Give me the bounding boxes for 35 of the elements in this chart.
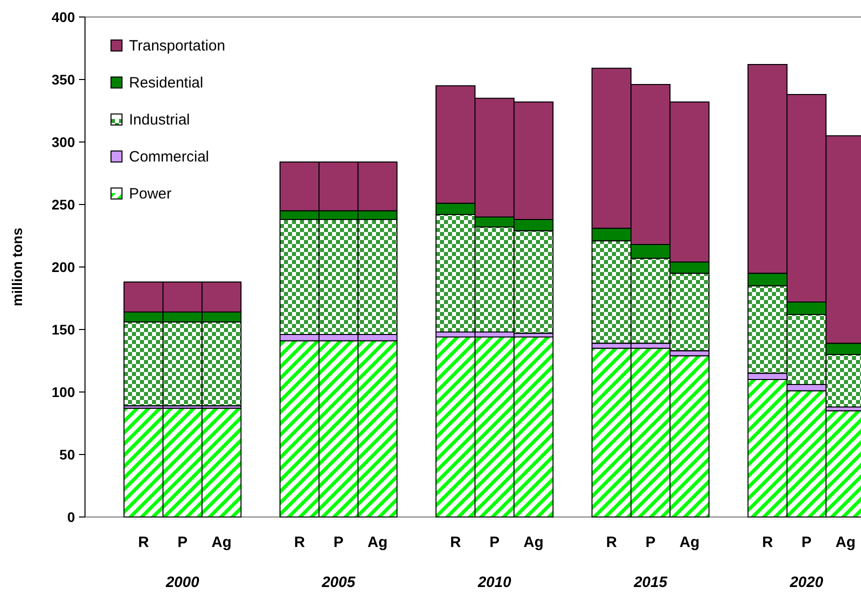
x-tick-label: Ag <box>836 534 856 551</box>
x-tick-label: P <box>177 534 188 551</box>
legend-label: Transportation <box>129 37 226 54</box>
x-tick-label: Ag <box>368 534 388 551</box>
legend-label: Commercial <box>129 148 210 166</box>
text: 2015 <box>632 574 668 591</box>
x-tick-label: R <box>138 534 150 551</box>
x-tick-label: R <box>450 534 462 551</box>
y-tick-label: 150 <box>52 321 76 338</box>
y-axis-title: million tons <box>9 228 25 306</box>
x-tick-label: R <box>294 534 306 551</box>
x-tick-label: P <box>489 534 500 551</box>
text: 2020 <box>788 574 824 591</box>
y-tick-label: 300 <box>52 134 76 150</box>
y-tick-label: 400 <box>52 8 76 25</box>
x-tick-label: P <box>645 534 656 551</box>
y-tick-label: 200 <box>52 258 76 275</box>
text: 2010 <box>476 574 512 591</box>
x-tick-label: P <box>801 534 812 551</box>
x-tick-label: R <box>606 534 618 551</box>
x-tick-label: P <box>333 534 344 551</box>
y-tick-label: 50 <box>59 446 76 462</box>
x-tick-label: Ag <box>524 534 544 551</box>
y-tick-label: 0 <box>67 508 76 525</box>
y-tick-label: 100 <box>52 384 76 400</box>
legend-label: Residential <box>129 74 204 92</box>
x-tick-label: Ag <box>680 534 700 551</box>
y-tick-label: 250 <box>52 196 76 212</box>
x-tick-label: Ag <box>212 534 232 551</box>
legend-label: Industrial <box>129 111 190 128</box>
legend-label: Power <box>129 185 172 202</box>
y-tick-label: 350 <box>52 71 76 88</box>
x-tick-label: R <box>762 534 774 551</box>
text: 2000 <box>164 574 200 591</box>
text: 2005 <box>320 574 356 591</box>
